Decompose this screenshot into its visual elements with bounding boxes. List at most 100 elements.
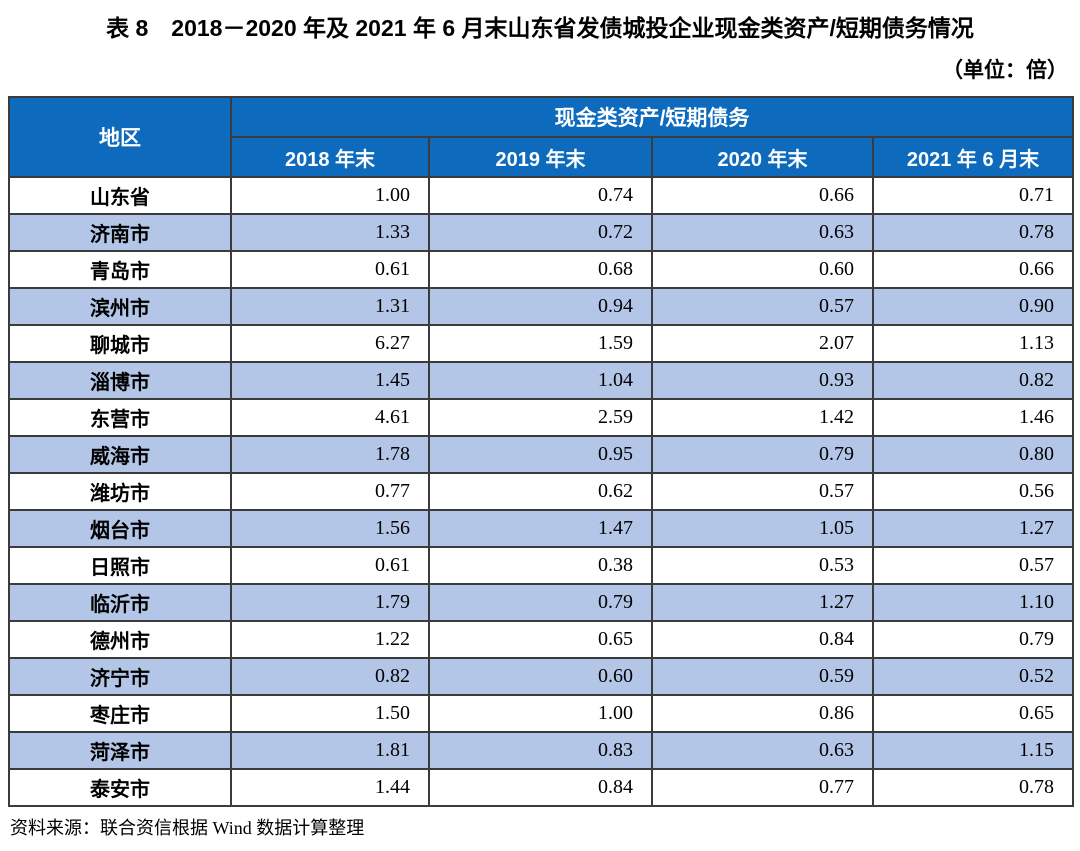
value-cell: 0.77 [651,768,874,808]
value-cell: 4.61 [230,398,430,438]
value-cell: 0.63 [651,731,874,771]
value-cell: 0.38 [428,546,653,586]
value-cell: 0.66 [871,250,1075,290]
value-cell: 0.57 [651,472,874,512]
value-cell: 0.95 [428,435,653,475]
table-row: 济宁市 0.82 0.60 0.59 0.52 [8,657,1075,697]
unit-label: （单位：倍） [942,59,1068,83]
region-column-header: 地区 [8,96,232,179]
value-cell: 0.60 [428,657,653,697]
region-cell: 滨州市 [8,287,232,327]
cash-assets-debt-table: 地区 现金类资产/短期债务 2018 年末 2019 年末 2020 年末 2021 … [8,96,1075,808]
value-cell: 0.82 [871,361,1075,401]
value-cell: 0.77 [230,472,430,512]
region-cell: 泰安市 [8,768,232,808]
value-cell: 0.68 [428,250,653,290]
value-cell: 0.52 [871,657,1075,697]
year-header-row: 2018 年末 2019 年末 2020 年末 2021 年 6 月末 [9,136,1075,179]
value-cell: 0.62 [428,472,653,512]
value-cell: 1.31 [230,287,430,327]
value-cell: 0.79 [651,435,874,475]
value-cell: 1.04 [428,361,653,401]
table-row: 枣庄市 1.50 1.00 0.86 0.65 [8,694,1075,734]
table-row: 威海市 1.78 0.95 0.79 0.80 [8,435,1075,475]
value-cell: 1.27 [651,583,874,623]
region-cell: 山东省 [8,176,232,216]
table-row: 潍坊市 0.77 0.62 0.57 0.56 [8,472,1075,512]
value-cell: 1.33 [230,213,430,253]
value-cell: 0.79 [871,620,1075,660]
value-cell: 6.27 [230,324,430,364]
region-cell: 淄博市 [8,361,232,401]
value-cell: 2.59 [428,398,653,438]
value-cell: 1.81 [230,731,430,771]
value-cell: 1.45 [230,361,430,401]
value-cell: 0.78 [871,768,1075,808]
region-cell: 济南市 [8,213,232,253]
region-cell: 东营市 [8,398,232,438]
value-cell: 1.56 [230,509,430,549]
region-cell: 日照市 [8,546,232,586]
value-cell: 0.61 [230,250,430,290]
value-cell: 1.42 [651,398,874,438]
value-cell: 0.63 [651,213,874,253]
table-row: 德州市 1.22 0.65 0.84 0.79 [8,620,1075,660]
value-cell: 0.79 [428,583,653,623]
value-cell: 1.50 [230,694,430,734]
value-cell: 0.83 [428,731,653,771]
table-row: 临沂市 1.79 0.79 1.27 1.10 [8,583,1075,623]
column-header-year: 2018 年末 [230,136,430,179]
region-cell: 枣庄市 [8,694,232,734]
region-cell: 威海市 [8,435,232,475]
source-note: 资料来源：联合资信根据 Wind 数据计算整理 [10,818,365,839]
table-row: 滨州市 1.31 0.94 0.57 0.90 [8,287,1075,327]
value-cell: 0.53 [651,546,874,586]
value-cell: 2.07 [651,324,874,364]
table-row: 山东省 1.00 0.74 0.66 0.71 [8,176,1075,216]
region-cell: 青岛市 [8,250,232,290]
value-cell: 0.65 [871,694,1075,734]
value-cell: 1.00 [230,176,430,216]
value-cell: 0.66 [651,176,874,216]
table-row: 青岛市 0.61 0.68 0.60 0.66 [8,250,1075,290]
group-column-header: 现金类资产/短期债务 [229,96,1075,139]
region-cell: 潍坊市 [8,472,232,512]
region-cell: 烟台市 [8,509,232,549]
value-cell: 0.59 [651,657,874,697]
value-cell: 1.46 [871,398,1075,438]
value-cell: 0.60 [651,250,874,290]
table-row: 东营市 4.61 2.59 1.42 1.46 [8,398,1075,438]
value-cell: 1.44 [230,768,430,808]
value-cell: 1.27 [871,509,1075,549]
value-cell: 0.86 [651,694,874,734]
table-row: 聊城市 6.27 1.59 2.07 1.13 [8,324,1075,364]
region-cell: 德州市 [8,620,232,660]
table-row: 日照市 0.61 0.38 0.53 0.57 [8,546,1075,586]
value-cell: 0.84 [651,620,874,660]
value-cell: 0.65 [428,620,653,660]
table-row: 淄博市 1.45 1.04 0.93 0.82 [8,361,1075,401]
value-cell: 0.80 [871,435,1075,475]
value-cell: 1.59 [428,324,653,364]
value-cell: 1.10 [871,583,1075,623]
value-cell: 0.74 [428,176,653,216]
column-header-year: 2021 年 6 月末 [871,136,1075,179]
column-header-year: 2020 年末 [651,136,874,179]
value-cell: 1.47 [428,509,653,549]
value-cell: 0.57 [651,287,874,327]
value-cell: 1.79 [230,583,430,623]
table-row: 烟台市 1.56 1.47 1.05 1.27 [8,509,1075,549]
group-header-row: 地区 现金类资产/短期债务 [8,96,1075,179]
value-cell: 0.57 [871,546,1075,586]
value-cell: 1.05 [651,509,874,549]
column-header-year: 2019 年末 [428,136,653,179]
value-cell: 0.61 [230,546,430,586]
value-cell: 1.15 [871,731,1075,771]
value-cell: 0.82 [230,657,430,697]
value-cell: 0.78 [871,213,1075,253]
region-cell: 济宁市 [8,657,232,697]
value-cell: 1.22 [230,620,430,660]
value-cell: 1.78 [230,435,430,475]
region-cell: 菏泽市 [8,731,232,771]
